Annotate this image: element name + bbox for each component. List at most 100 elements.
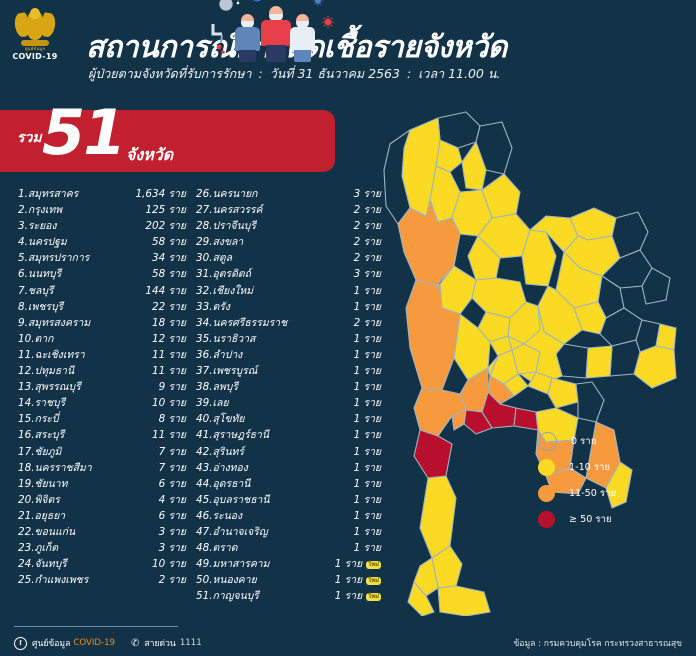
province-case-count: 1,634 ราย [135,188,186,200]
province-case-count: 1 ราย [353,525,381,538]
page-subtitle: ผู้ป่วยตามจังหวัดที่รับการรักษา : วันที่… [88,64,688,84]
province-case-count: 1 ราย [353,381,381,394]
banner-unit-label: จังหวัด [126,145,174,164]
province-name: 24.จันทบุรี [18,558,67,571]
province-name: 44.อุดรธานี [196,477,251,490]
province-row: 32.เชียงใหม่ 1 ราย [196,282,381,298]
province-row: 51.กาญจนบุรี 1 ราย ใหม่ [196,587,381,603]
province-case-count: 2 ราย [353,204,381,217]
province-case-count: 7 ราย [158,445,186,458]
province-name: 25.กำแพงเพชร [18,574,89,587]
province-case-count: 6 ราย [158,509,186,522]
map-province-mahasarakham [573,301,607,335]
province-case-count: 1 ราย [353,348,381,361]
province-case-count: 9 ราย [158,381,186,394]
province-name: 1.สมุทรสาคร [18,188,79,200]
province-name: 12.ปทุมธานี [18,365,75,378]
province-row: 39.เลย 1 ราย [196,394,381,410]
province-case-count: 3 ราย [353,268,381,281]
province-name: 32.เชียงใหม่ [196,284,254,297]
banner-total-label: รวม [17,130,42,146]
province-name: 26.นครนายก [196,188,258,200]
province-name: 4.นครปฐม [18,236,67,249]
new-badge: ใหม่ [366,577,381,586]
subtitle-time: เวลา 11.00 น. [418,66,501,81]
province-name: 48.ตราด [196,542,238,555]
province-name: 14.ราชบุรี [18,397,66,410]
province-case-count: 58 ราย [151,236,186,249]
map-province-phetchabun [521,229,557,287]
map-province-chanthaburi [585,421,621,489]
province-row: 25.กำแพงเพชร 2 ราย [18,571,186,587]
province-name: 16.สระบุรี [18,429,65,442]
province-name: 6.นนทบุรี [18,268,62,281]
province-name: 35.นราธิวาส [196,332,256,345]
province-name: 15.กระบี่ [18,413,59,426]
province-name: 39.เลย [196,397,229,410]
map-province-surin [585,345,613,379]
province-case-count: 1 ราย [353,284,381,297]
province-case-count: 11 ราย [151,365,186,378]
person-middle [258,6,294,62]
province-case-count: 10 ราย [151,558,186,571]
province-case-count: 3 ราย [158,542,186,555]
map-province-trat [605,461,633,509]
map-province-amnatcharoen [655,323,677,351]
province-case-count: 1 ราย [353,300,381,313]
footer-covid-label: COVID-19 [73,638,116,648]
legend-label: ≥ 50 ราย [569,513,612,525]
province-case-count: 202 ราย [145,220,186,233]
province-row: 46.ระนอง 1 ราย [196,507,381,523]
province-row: 45.อุบลราชธานี 1 ราย [196,491,381,507]
province-list-left-column: 1.สมุทรสาคร 1,634 ราย 2.กรุงเทพ 125 ราย 3.ระ… [18,185,186,587]
province-name: 20.พิจิตร [18,493,60,506]
province-row: 43.อ่างทอง 1 ราย [196,459,381,475]
province-name: 36.ลำปาง [196,348,243,361]
province-row: 15.กระบี่ 8 ราย [18,410,186,426]
province-case-count: 6 ราย [158,477,186,490]
bubble-icon [218,0,234,12]
province-case-count: 2 ราย [353,316,381,329]
province-row: 37.เพชรบูรณ์ 1 ราย [196,362,381,378]
province-case-count: 1 ราย [353,397,381,410]
virus-icon-blue [312,0,324,6]
province-name: 29.สงขลา [196,236,244,249]
province-case-count: 2 ราย [158,574,186,587]
province-name: 13.สุพรรณบุรี [18,381,81,394]
legend-row: 0 ราย [538,428,688,454]
footer-source: ข้อมูล : กรมควบคุมโรค กระทรวงสาธารณสุข [513,639,682,649]
province-name: 5.สมุทรปราการ [18,252,90,265]
map-province-sakaeo [575,381,605,423]
province-case-count: 58 ราย [151,268,186,281]
subtitle-separator-2: : [406,66,412,81]
map-province-kanchanaburi [405,279,461,391]
footer-divider [14,626,178,627]
province-case-count: 2 ราย [353,236,381,249]
footer-contact: f ศูนย์ข้อมูล COVID-19 ✆ สายด่วน 1111 [14,636,202,650]
province-row: 19.ชัยนาท 6 ราย [18,475,186,491]
province-case-count: 1 ราย [353,445,381,458]
province-list-right-column: 26.นครนายก 3 ราย 27.นครสวรรค์ 2 ราย 28.ปราจี… [196,185,381,603]
province-row: 48.ตราด 1 ราย [196,539,381,555]
thailand-map-svg [383,111,677,616]
province-case-count: 11 ราย [151,429,186,442]
province-case-count: 2 ราย [353,252,381,265]
map-province-phangnga [407,581,435,616]
province-case-count: 1 ราย [353,509,381,522]
legend-color-swatch [538,510,555,528]
province-name: 37.เพชรบูรณ์ [196,365,258,378]
legend-label: 1-10 ราย [569,461,610,473]
province-case-count: 1 ราย [353,413,381,426]
province-name: 47.อำนาจเจริญ [196,525,268,538]
province-row: 23.ภูเก็ต 3 ราย [18,539,186,555]
facebook-icon[interactable]: f [14,636,27,650]
province-row: 27.นครสวรรค์ 2 ราย [196,201,381,217]
province-row: 33.ตรัง 1 ราย [196,298,381,314]
province-row: 22.ขอนแก่น 3 ราย [18,523,186,539]
exclamation-icon [236,0,240,5]
province-case-count: 4 ราย [158,493,186,506]
province-row: 7.ชลบุรี 144 ราย [18,282,186,298]
map-province-phetchaburi [413,429,453,479]
footer-hotline-label: สายด่วน [144,639,176,649]
